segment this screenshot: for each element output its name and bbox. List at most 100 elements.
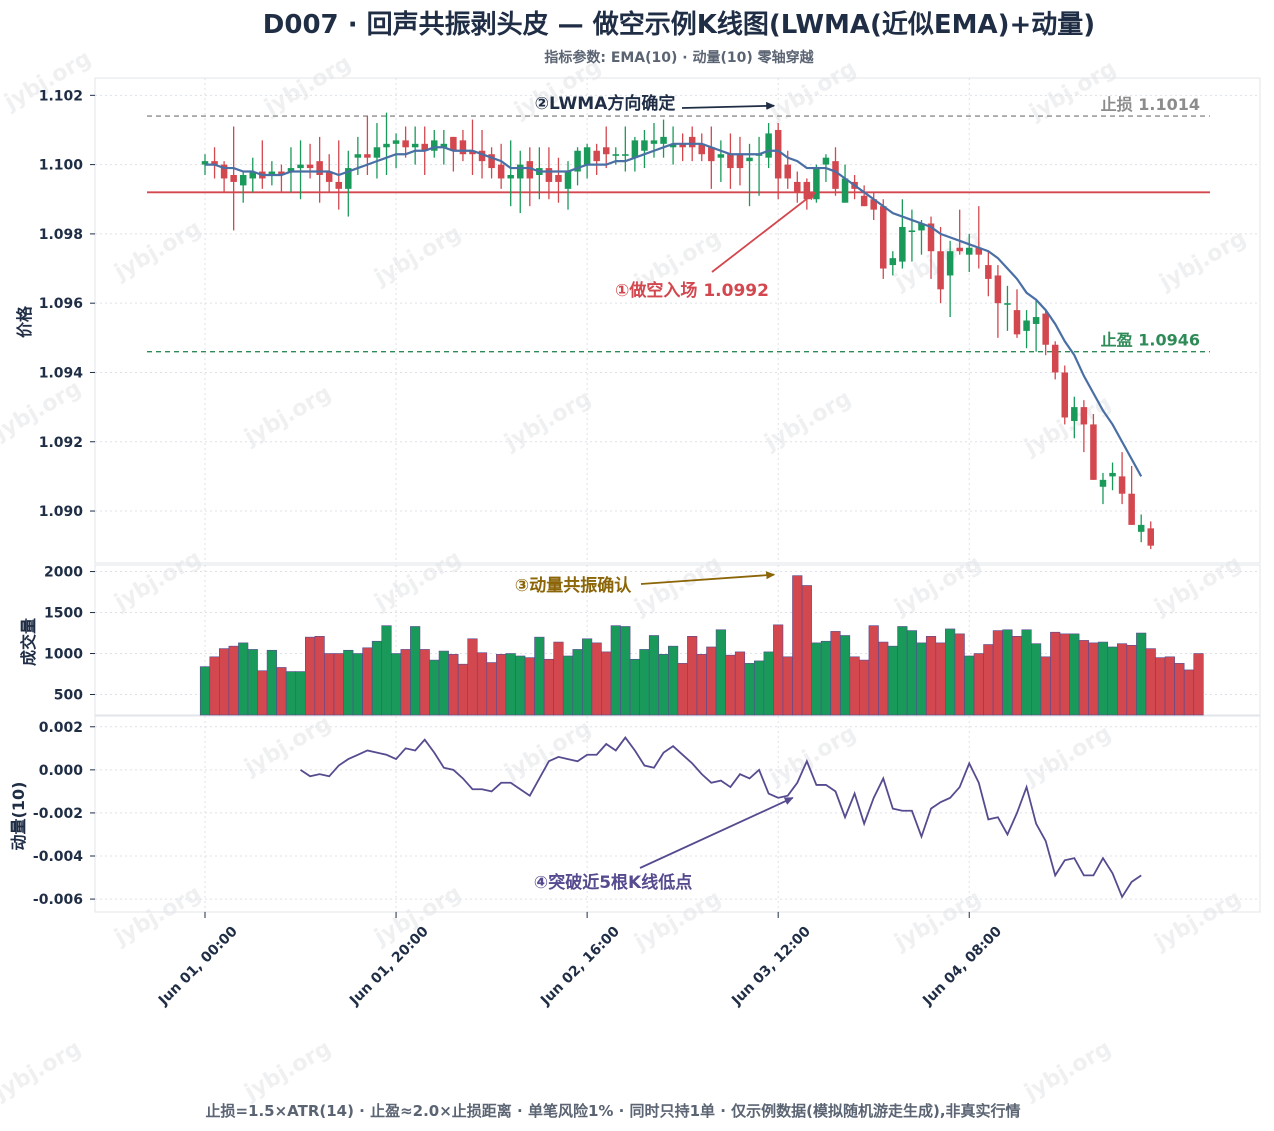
watermark-text: jybj.org [630,551,726,621]
volume-bar [591,642,602,716]
candle-body [803,181,811,200]
momentum-line [300,736,1142,899]
candle-body [220,164,228,179]
watermark-text: jybj.org [630,886,726,956]
candle-body [249,171,257,179]
lwma-arrow [681,101,776,110]
price-y-label: 价格 [15,305,34,338]
candle-body [1109,472,1116,477]
candle-body [431,140,438,151]
watermark-text: jybj.org [1020,1036,1116,1106]
candle [1128,466,1135,525]
candle [774,123,782,200]
candle-body [373,147,381,158]
candle-body [602,147,610,155]
volume-bar [486,662,497,716]
candle-body [641,140,648,151]
y-tick-label: 1500 [44,606,83,622]
volume-bar [620,626,631,716]
volume-bar [706,646,717,716]
candle-body [325,171,333,182]
volume-bar [457,663,469,716]
x-tick-label: Jun 03, 12:00 [728,923,814,1009]
volume-bar [811,642,822,716]
candle [994,265,1002,338]
candle-body [392,140,400,144]
watermark-text: jybj.org [110,546,206,616]
candle [679,133,686,162]
volume-bar [648,635,660,716]
volume-bar [906,630,917,716]
y-tick-label: 500 [54,688,83,704]
volume-bar [1050,631,1061,716]
candle-body [211,161,218,165]
volume-bar [390,653,402,716]
volume-bar [476,652,488,716]
candle [287,147,295,193]
candle [794,171,801,203]
candle-body [574,150,581,172]
volume-bar [782,656,793,716]
candle-body [650,140,658,144]
candle-body [1071,407,1078,421]
x-tick-label: Jun 01, 00:00 [155,923,241,1009]
volume-bar [820,640,832,716]
candle-body [841,178,849,203]
candle-body [1137,524,1145,532]
candle [641,129,648,169]
price-grid: 1.102 1.100 1.098 1.096 1.094 1.092 1.090 [39,78,1260,563]
candle-body [488,154,495,169]
volume-bar [496,654,507,716]
volume-bar [371,640,383,716]
volume-bar [1078,640,1089,716]
candle [937,226,944,304]
volume-bar [1155,657,1166,716]
candle-body [679,143,686,148]
volume-bar [725,654,736,716]
candle [965,233,973,272]
candle-body [1128,493,1135,525]
volume-bar [553,641,564,716]
candle-body [555,175,562,182]
candle-body [794,181,801,193]
watermark-text: jybj.org [260,51,356,121]
volume-bar [572,649,583,716]
candle [899,199,906,269]
volume-bar [247,649,258,716]
volume-bar [524,657,535,716]
volume-bar [945,628,956,716]
y-tick-label: -0.006 [33,892,83,908]
candle [860,185,868,207]
volume-series [199,575,1204,716]
y-tick-label: -0.004 [33,849,83,865]
volume-bar [410,626,421,716]
y-tick-label: 1.090 [39,504,84,520]
candle [325,154,333,193]
watermark-text: jybj.org [110,881,206,951]
volume-bar [887,645,898,716]
candle [708,126,715,189]
volume-bar [1164,656,1175,716]
volume-bar [1031,643,1042,716]
volume-bar [362,647,373,716]
volume-bar [505,653,516,716]
watermark-text: jybj.org [1155,226,1251,296]
candle [975,206,983,269]
volume-bar [1183,669,1195,716]
candle-body [880,206,887,269]
candle [516,150,524,214]
candle-body [564,171,572,189]
candle-body [1051,344,1059,373]
volume-bar [696,654,707,716]
volume-bar [992,630,1003,716]
y-tick-label: 0.000 [39,763,84,779]
candle [841,164,849,203]
volume-bar [830,631,841,716]
volume-bar [1136,632,1147,716]
candle-body [411,143,419,148]
volume-bar [687,636,698,716]
volume-bar [295,671,306,716]
volume-bar [238,642,249,716]
volume-bar [601,651,612,716]
volume-bar [257,670,268,716]
